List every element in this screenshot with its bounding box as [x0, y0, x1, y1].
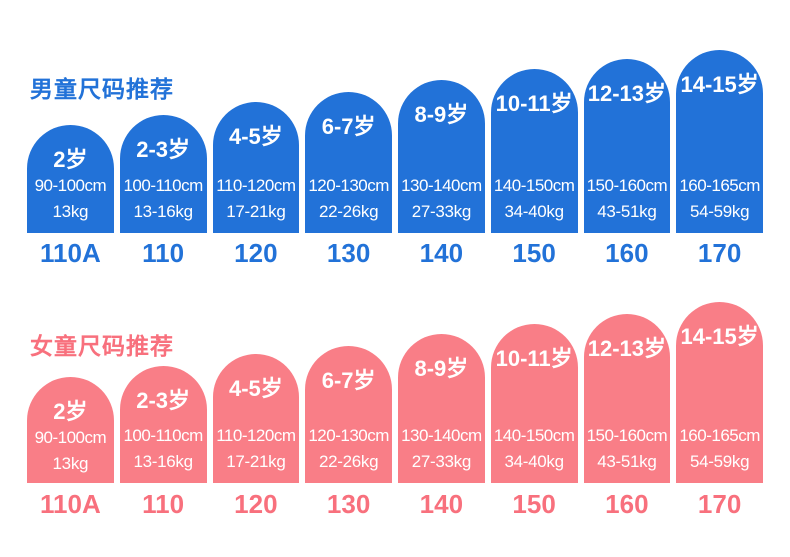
height-range-label: 150-160cm [586, 426, 668, 445]
weight-range-label: 17-21kg [226, 202, 286, 221]
age-label: 2-3岁 [136, 388, 191, 413]
age-label: 4-5岁 [228, 124, 283, 149]
boys-bar-160: 12-13岁 150-160cm 43-51kg [583, 59, 671, 233]
height-range-label: 140-150cm [493, 176, 575, 195]
size-code-label: 130 [326, 489, 371, 519]
size-code-label: 110A [40, 238, 101, 268]
girls-bar-160: 12-13岁 150-160cm 43-51kg [583, 314, 671, 483]
boys-bar-120: 4-5岁 110-120cm 17-21kg [212, 102, 300, 233]
age-label: 2岁 [53, 399, 88, 424]
girls-bar-110A: 2岁 90-100cm 13kg [27, 377, 114, 483]
weight-range-label: 34-40kg [504, 202, 564, 221]
height-range-label: 150-160cm [586, 176, 668, 195]
size-code-label: 130 [326, 238, 371, 268]
age-label: 10-11岁 [495, 346, 573, 371]
size-code-label: 110A [40, 489, 101, 519]
age-label: 8-9岁 [414, 102, 469, 127]
weight-range-label: 17-21kg [226, 452, 286, 471]
weight-range-label: 43-51kg [597, 452, 657, 471]
size-code-label: 150 [512, 489, 556, 519]
size-code-label: 170 [697, 238, 742, 268]
height-range-label: 130-140cm [401, 426, 482, 445]
girls-bar-150: 10-11岁 140-150cm 34-40kg [490, 324, 578, 483]
size-code-label: 160 [605, 489, 649, 519]
weight-range-label: 13kg [52, 202, 89, 221]
weight-range-label: 54-59kg [689, 452, 750, 471]
height-range-label: 160-165cm [679, 176, 760, 195]
height-range-label: 130-140cm [401, 176, 482, 195]
weight-range-label: 27-33kg [411, 452, 472, 471]
size-code-label: 170 [697, 489, 742, 519]
girls-section: 女童尺码推荐 2岁 90-100cm 13kg 2-3岁 100-110cm 1… [0, 278, 790, 557]
height-range-label: 100-110cm [123, 426, 203, 445]
size-code-label: 140 [419, 238, 464, 268]
girls-bar-120: 4-5岁 110-120cm 17-21kg [212, 354, 300, 483]
girls-section-title: 女童尺码推荐 [30, 333, 174, 359]
size-code-label: 160 [605, 238, 649, 268]
girls-bar-140: 8-9岁 130-140cm 27-33kg [398, 334, 485, 483]
boys-bars-row: 2岁 90-100cm 13kg 2-3岁 100-110cm 13-16kg … [0, 0, 790, 233]
weight-range-label: 54-59kg [689, 202, 750, 221]
height-range-label: 140-150cm [493, 426, 575, 445]
size-code-label: 110 [142, 238, 185, 268]
weight-range-label: 27-33kg [411, 202, 472, 221]
weight-range-label: 13-16kg [133, 202, 193, 221]
weight-range-label: 43-51kg [597, 202, 657, 221]
weight-range-label: 22-26kg [318, 202, 379, 221]
age-label: 8-9岁 [414, 356, 469, 381]
size-code-label: 110 [142, 489, 185, 519]
age-label: 12-13岁 [587, 81, 667, 106]
age-label: 14-15岁 [680, 72, 759, 97]
girls-size-labels-row: 110A 110 120 130 140 150 160 170 [0, 489, 790, 520]
age-label: 14-15岁 [680, 324, 759, 349]
age-label: 6-7岁 [321, 114, 376, 139]
height-range-label: 110-120cm [216, 176, 296, 195]
height-range-label: 90-100cm [34, 428, 107, 447]
weight-range-label: 13kg [52, 454, 89, 473]
age-label: 4-5岁 [228, 376, 283, 401]
girls-bars-row: 2岁 90-100cm 13kg 2-3岁 100-110cm 13-16kg … [0, 278, 790, 483]
weight-range-label: 34-40kg [504, 452, 564, 471]
weight-range-label: 13-16kg [133, 452, 193, 471]
boys-bar-170: 14-15岁 160-165cm 54-59kg [676, 50, 763, 233]
boys-size-labels-row: 110A 110 120 130 140 150 160 170 [0, 238, 790, 269]
height-range-label: 110-120cm [216, 426, 296, 445]
size-code-label: 120 [234, 489, 278, 519]
age-label: 2岁 [53, 147, 88, 172]
boys-bar-150: 10-11岁 140-150cm 34-40kg [490, 69, 578, 233]
boys-bar-130: 6-7岁 120-130cm 22-26kg [305, 92, 392, 233]
girls-bar-170: 14-15岁 160-165cm 54-59kg [676, 302, 763, 483]
size-code-label: 120 [234, 238, 278, 268]
height-range-label: 90-100cm [34, 176, 107, 195]
size-code-label: 140 [419, 489, 464, 519]
boys-bar-110: 2-3岁 100-110cm 13-16kg [119, 115, 207, 233]
boys-section: 男童尺码推荐 2岁 90-100cm 13kg 2-3岁 100-110cm 1… [0, 0, 790, 278]
girls-bar-130: 6-7岁 120-130cm 22-26kg [305, 346, 392, 483]
height-range-label: 120-130cm [308, 176, 389, 195]
age-label: 10-11岁 [495, 91, 573, 116]
boys-bar-110A: 2岁 90-100cm 13kg [27, 125, 114, 233]
boys-section-title: 男童尺码推荐 [30, 76, 174, 102]
age-label: 6-7岁 [321, 368, 376, 393]
age-label: 2-3岁 [136, 137, 191, 162]
boys-bar-140: 8-9岁 130-140cm 27-33kg [398, 80, 485, 233]
height-range-label: 120-130cm [308, 426, 389, 445]
weight-range-label: 22-26kg [318, 452, 379, 471]
girls-bar-110: 2-3岁 100-110cm 13-16kg [119, 366, 207, 483]
height-range-label: 100-110cm [123, 176, 203, 195]
age-label: 12-13岁 [587, 336, 667, 361]
height-range-label: 160-165cm [679, 426, 760, 445]
size-code-label: 150 [512, 238, 556, 268]
